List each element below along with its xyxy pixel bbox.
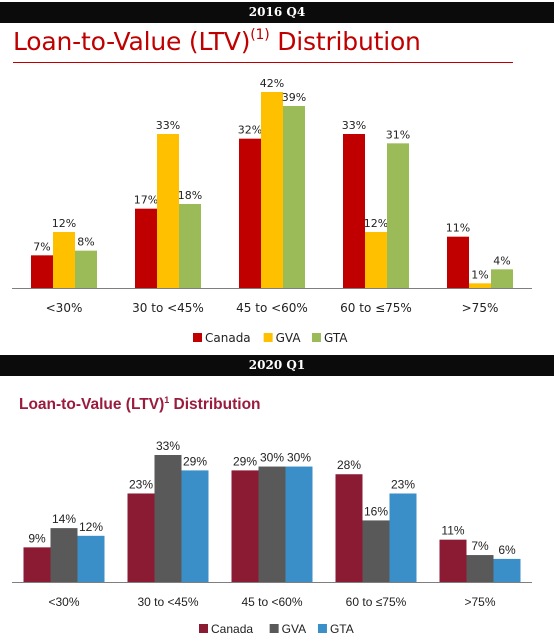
bar-gta-2 [285, 466, 313, 582]
data-label-gva-1: 33% [156, 119, 180, 132]
data-label-canada-2: 29% [233, 454, 257, 468]
category-label-3: 60 to ≤75% [346, 595, 407, 609]
category-label-4: >75% [462, 301, 499, 315]
data-label-gva-4: 1% [471, 268, 488, 281]
data-label-gta-1: 18% [178, 189, 202, 202]
title-footnote: (1) [250, 27, 270, 43]
data-label-gta-0: 12% [79, 520, 103, 534]
bar-gta-2 [283, 106, 305, 288]
legend-label-canada: Canada [205, 331, 251, 345]
legend-swatch-gva [269, 624, 279, 633]
bar-canada-1 [127, 493, 155, 582]
data-label-gta-3: 23% [391, 477, 415, 491]
bar-gta-1 [181, 470, 209, 582]
bar-canada-3 [335, 474, 363, 582]
title-main: Loan-to-Value (LTV) [19, 396, 165, 413]
chart-title-2016: Loan-to-Value (LTV)(1) Distribution [13, 27, 421, 56]
bar-gva-4 [469, 283, 491, 288]
data-label-canada-0: 9% [28, 531, 46, 545]
data-label-gta-2: 30% [287, 451, 311, 465]
data-label-gva-1: 33% [156, 439, 180, 453]
bar-canada-4 [447, 236, 469, 288]
bar-gta-1 [179, 204, 201, 288]
bar-gva-3 [362, 520, 390, 582]
bar-canada-3 [343, 134, 365, 288]
bar-canada-0 [31, 255, 53, 288]
data-label-gva-3: 12% [364, 217, 388, 230]
category-label-0: <30% [46, 301, 83, 315]
legend-swatch-gta [317, 624, 327, 633]
title-underline [13, 62, 513, 63]
data-label-gva-3: 16% [364, 504, 388, 518]
bar-gta-3 [387, 143, 409, 288]
data-label-canada-3: 33% [342, 119, 366, 132]
data-label-gva-0: 14% [52, 512, 76, 526]
data-label-gva-2: 42% [260, 77, 284, 90]
data-label-gta-4: 4% [493, 254, 510, 267]
bar-gta-3 [389, 493, 417, 582]
ltv-bar-chart-2016: 7%12%8%<30%17%33%18%30 to <45%32%42%39%4… [12, 77, 532, 345]
bar-gva-1 [154, 455, 182, 582]
legend-swatch-gta [311, 333, 321, 342]
bar-gta-0 [75, 250, 97, 288]
legend-swatch-canada [193, 333, 202, 342]
bar-gta-4 [493, 558, 521, 582]
legend-label-gta: GTA [330, 622, 354, 636]
title-end: Distribution [269, 27, 421, 56]
data-label-gva-0: 12% [52, 217, 76, 230]
bar-canada-4 [439, 539, 467, 582]
period-banner-2020-q1: 2020 Q1 [0, 355, 554, 376]
data-label-canada-4: 11% [446, 222, 470, 235]
legend-label-canada: Canada [211, 622, 253, 636]
bar-canada-0 [23, 547, 51, 582]
bar-gva-0 [50, 528, 78, 582]
data-label-gta-0: 8% [77, 236, 94, 249]
data-label-canada-1: 23% [129, 477, 153, 491]
data-label-gva-4: 7% [471, 539, 489, 553]
legend-swatch-canada [199, 624, 208, 633]
legend-label-gta: GTA [324, 331, 348, 345]
data-label-canada-0: 7% [33, 240, 50, 253]
category-label-3: 60 to ≤75% [340, 301, 412, 315]
bar-gta-4 [491, 269, 513, 288]
bar-gta-0 [77, 535, 105, 582]
data-label-canada-4: 11% [441, 524, 464, 538]
chart-title-2020: Loan-to-Value (LTV)1 Distribution [19, 395, 261, 414]
period-banner-2016-q4: 2016 Q4 [0, 2, 554, 23]
data-label-gta-1: 29% [183, 454, 207, 468]
bar-canada-2 [231, 470, 259, 582]
title-end: Distribution [169, 396, 261, 413]
bar-gva-4 [466, 555, 494, 582]
title-main: Loan-to-Value (LTV) [13, 27, 251, 56]
data-label-gta-3: 31% [386, 128, 410, 141]
data-label-gta-2: 39% [282, 91, 306, 104]
legend-label-gva: GVA [276, 331, 302, 345]
data-label-gva-2: 30% [260, 451, 284, 465]
bar-gva-1 [157, 134, 179, 288]
category-label-0: <30% [48, 595, 79, 609]
title-footnote: 1 [164, 395, 170, 405]
bar-canada-1 [135, 208, 157, 288]
category-label-1: 30 to <45% [137, 595, 198, 609]
bar-gva-2 [261, 92, 283, 288]
data-label-canada-1: 17% [134, 194, 158, 207]
bar-gva-3 [365, 232, 387, 288]
bar-canada-2 [239, 138, 261, 288]
data-label-canada-2: 32% [238, 124, 262, 137]
category-label-1: 30 to <45% [132, 301, 204, 315]
legend-swatch-gva [263, 333, 273, 342]
category-label-2: 45 to <60% [236, 301, 308, 315]
category-label-4: >75% [464, 595, 495, 609]
legend-label-gva: GVA [282, 622, 306, 636]
category-label-2: 45 to <60% [241, 595, 302, 609]
data-label-canada-3: 28% [337, 458, 361, 472]
data-label-gta-4: 6% [498, 543, 516, 557]
bar-gva-2 [258, 466, 286, 582]
bar-gva-0 [53, 232, 75, 288]
